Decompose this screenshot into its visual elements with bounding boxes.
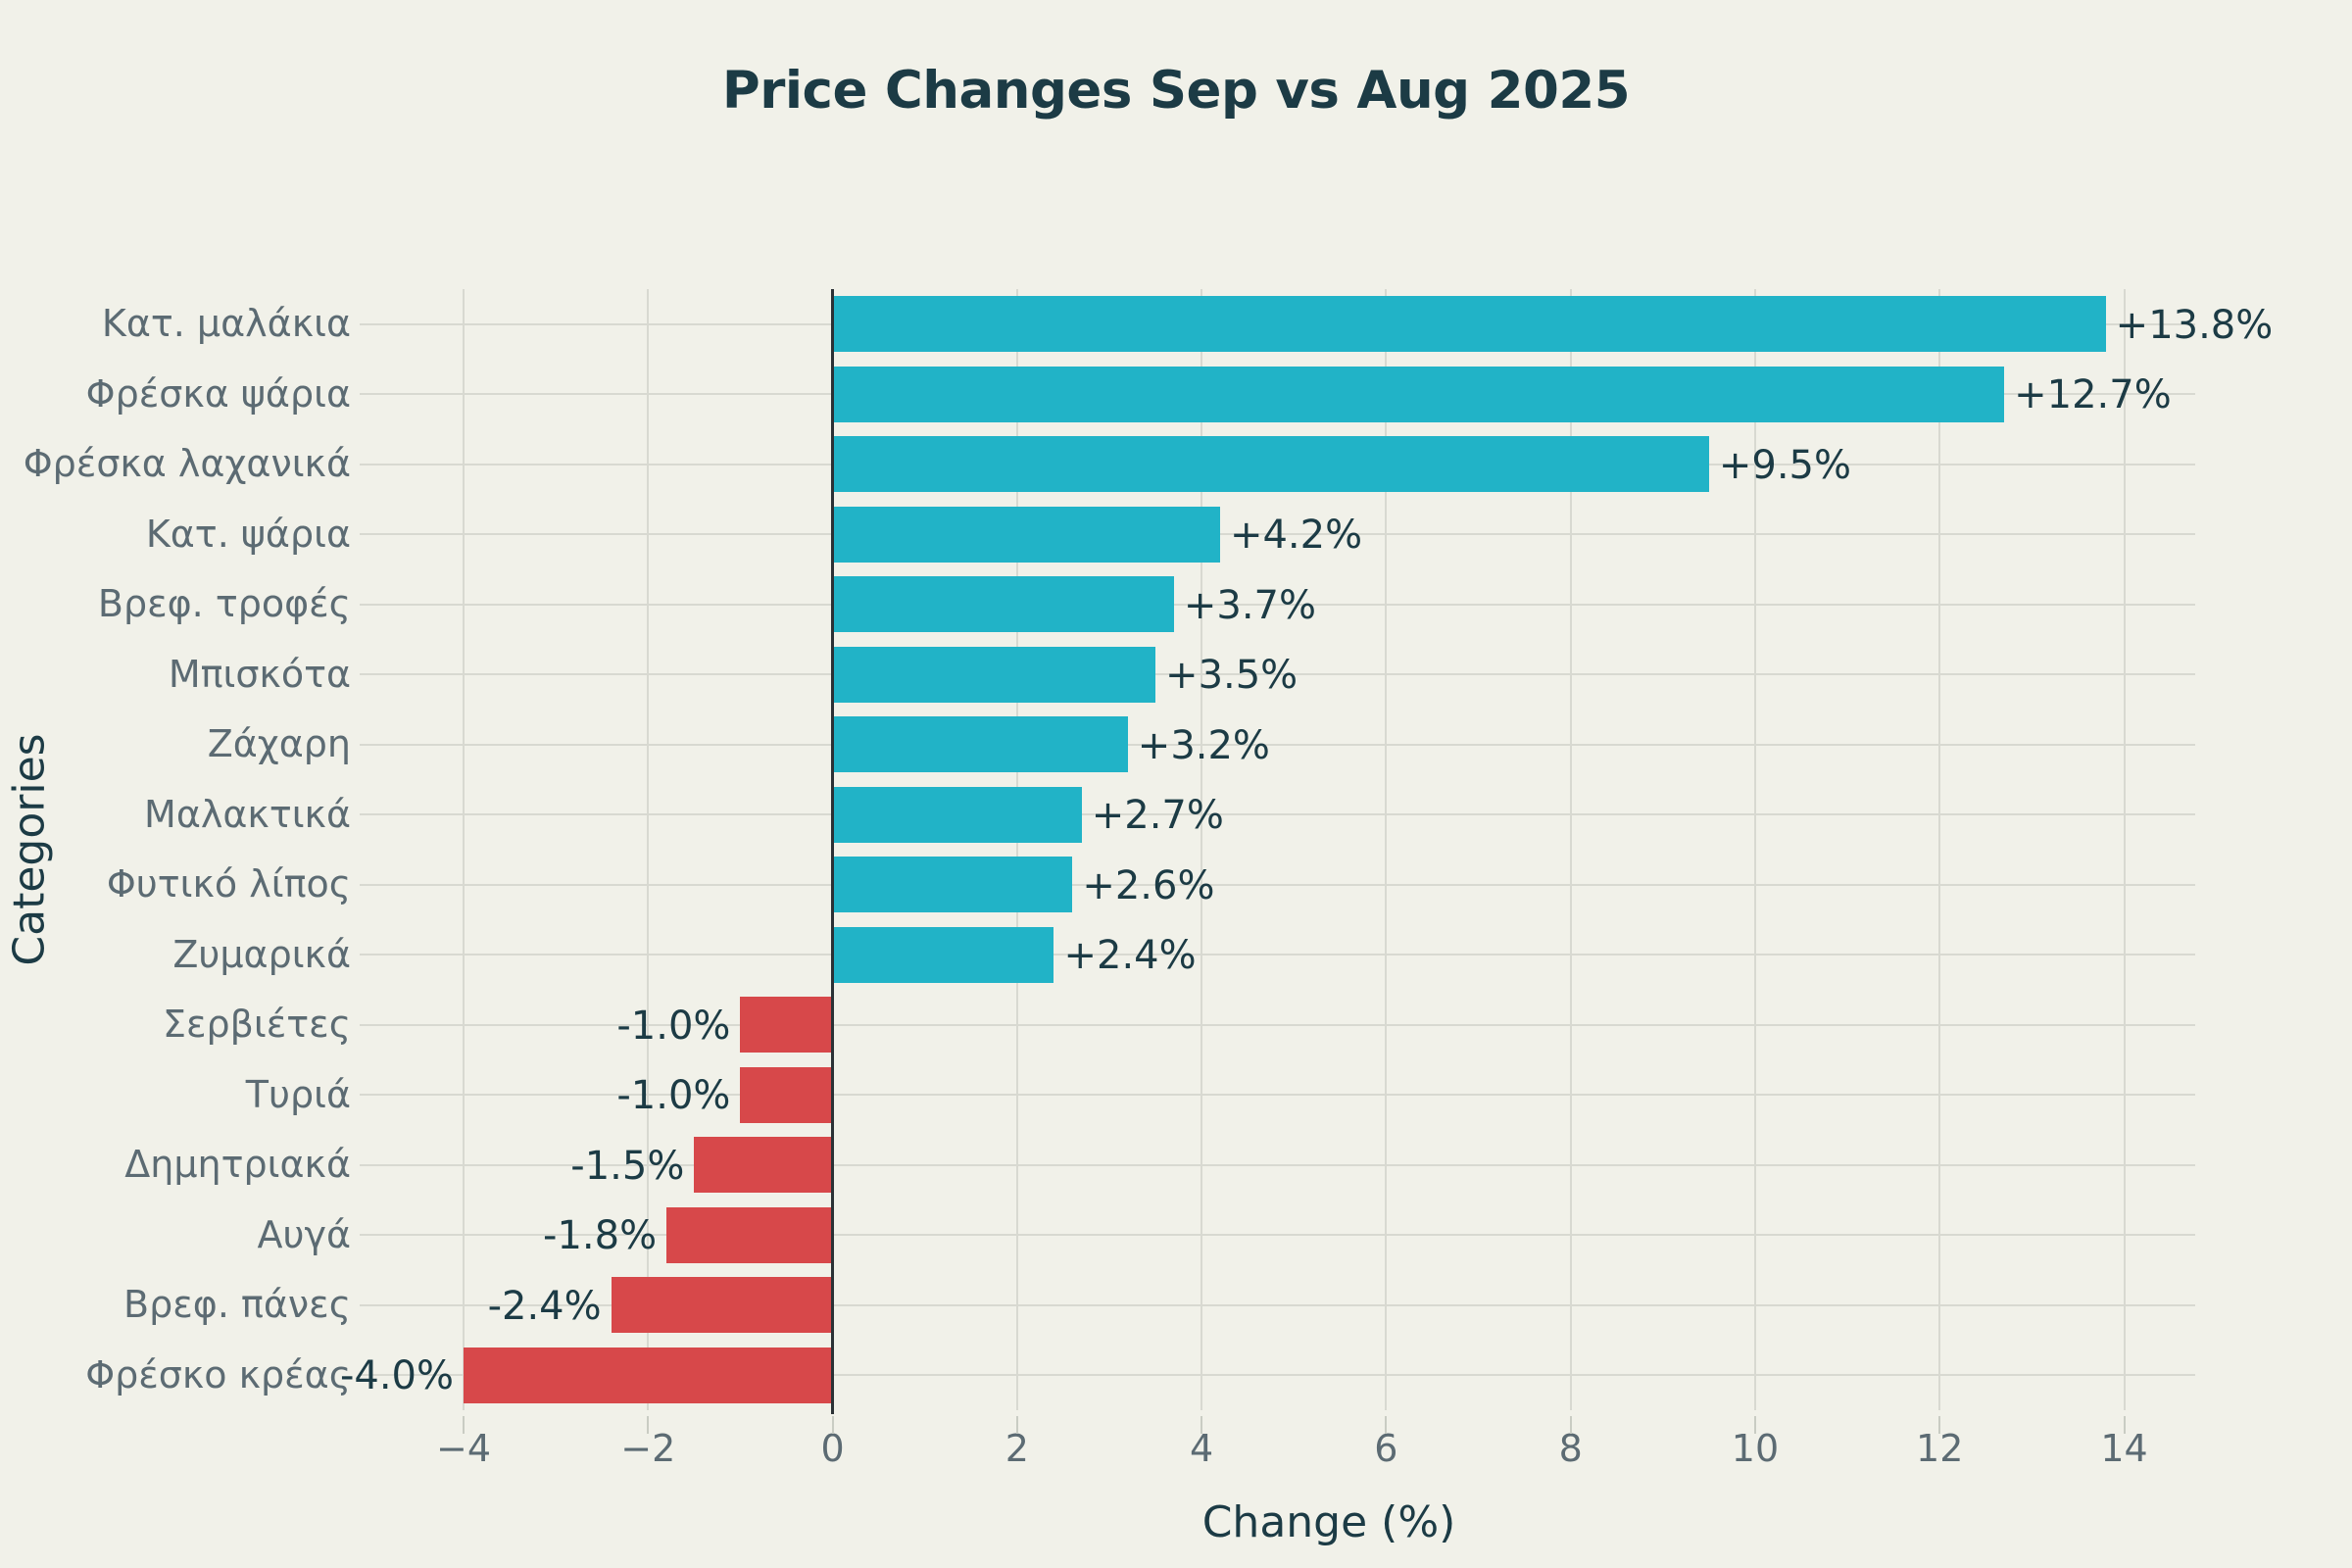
x-tick-label: 2 xyxy=(1004,1427,1029,1470)
bar xyxy=(740,997,833,1054)
category-label: Σερβιέτες xyxy=(162,1003,351,1046)
x-tick-mark xyxy=(463,1416,465,1434)
bar xyxy=(832,926,1054,983)
bar-value-label: +13.8% xyxy=(2115,302,2274,348)
x-tick-mark xyxy=(2123,1416,2126,1434)
x-tick-mark xyxy=(1385,1416,1388,1434)
x-axis-title: Change (%) xyxy=(1201,1497,1456,1547)
x-tick-label: 10 xyxy=(1731,1427,1780,1470)
x-tick-mark xyxy=(1753,1416,1756,1434)
y-gridline xyxy=(360,954,2195,956)
y-gridline xyxy=(360,533,2195,536)
bar-value-label: +2.4% xyxy=(1063,933,1197,979)
zero-axis-line xyxy=(831,289,835,1414)
category-label: Φρέσκα ψάρια xyxy=(85,371,351,416)
y-gridline xyxy=(360,743,2195,746)
x-tick-label: −4 xyxy=(435,1427,492,1470)
y-gridline xyxy=(360,1163,2195,1166)
x-tick-label: 12 xyxy=(1916,1427,1964,1470)
bar xyxy=(832,786,1082,843)
category-label: Βρεφ. πάνες xyxy=(123,1283,351,1326)
bar xyxy=(832,576,1174,633)
bar-value-label: +3.7% xyxy=(1183,582,1316,628)
x-tick-label: 4 xyxy=(1190,1427,1214,1470)
x-gridline xyxy=(1938,289,1941,1410)
bar xyxy=(666,1206,833,1263)
bar-value-label: +4.2% xyxy=(1229,513,1363,559)
bar-value-label: -2.4% xyxy=(487,1283,602,1329)
bar-value-label: +2.6% xyxy=(1082,862,1215,908)
x-tick-label: 0 xyxy=(820,1427,845,1470)
category-label: Φρέσκα λαχανικά xyxy=(23,442,351,485)
y-gridline xyxy=(360,1374,2195,1377)
bar xyxy=(464,1347,833,1403)
category-label: Ζάχαρη xyxy=(207,722,351,765)
bar-value-label: +9.5% xyxy=(1718,442,1852,488)
bar xyxy=(832,506,1220,563)
bar-value-label: -1.0% xyxy=(616,1003,731,1049)
bar xyxy=(832,296,2106,353)
bar xyxy=(832,366,2005,422)
bar-value-label: +2.7% xyxy=(1091,793,1224,839)
x-gridline xyxy=(1569,289,1572,1410)
x-tick-label: 6 xyxy=(1374,1427,1398,1470)
chart-title: Price Changes Sep vs Aug 2025 xyxy=(721,61,1631,121)
x-tick-mark xyxy=(647,1416,650,1434)
y-gridline xyxy=(360,1303,2195,1306)
x-gridline xyxy=(2123,289,2126,1410)
y-gridline xyxy=(360,813,2195,816)
x-tick-mark xyxy=(1938,1416,1941,1434)
bar-value-label: -4.0% xyxy=(339,1353,454,1399)
bar xyxy=(832,646,1156,703)
category-label: Τυριά xyxy=(245,1072,351,1116)
bar-value-label: +3.2% xyxy=(1137,722,1270,768)
x-tick-label: −2 xyxy=(620,1427,676,1470)
bar xyxy=(694,1137,833,1194)
x-gridline xyxy=(1385,289,1388,1410)
y-gridline xyxy=(360,1094,2195,1097)
category-label: Κατ. μαλάκια xyxy=(101,302,351,345)
category-label: Κατ. ψάρια xyxy=(145,512,351,556)
x-gridline xyxy=(1015,289,1018,1410)
bar xyxy=(832,857,1073,913)
plot-area: +13.8% +12.7% +9.5% +4.2% +3.7% +3.5% +3.2% +2.… xyxy=(340,289,2273,1434)
bar xyxy=(740,1066,833,1123)
x-tick-mark xyxy=(1015,1416,1018,1434)
x-tick-mark xyxy=(1569,1416,1572,1434)
category-label: Μπισκότα xyxy=(168,652,351,696)
y-gridline xyxy=(360,1234,2195,1237)
bar xyxy=(832,436,1709,493)
x-tick-label: 14 xyxy=(2100,1427,2148,1470)
category-label: Ζυμαρικά xyxy=(172,932,351,976)
x-gridline xyxy=(463,289,465,1410)
bar-value-label: -1.0% xyxy=(616,1073,731,1119)
x-gridline xyxy=(1753,289,1756,1410)
y-gridline xyxy=(360,1023,2195,1026)
bar-value-label: -1.8% xyxy=(543,1213,658,1259)
bar xyxy=(611,1277,833,1334)
category-label: Βρεφ. τροφές xyxy=(97,582,351,625)
x-tick-mark xyxy=(1200,1416,1203,1434)
category-label: Δημητριακά xyxy=(124,1143,351,1186)
bar-value-label: -1.5% xyxy=(570,1143,685,1189)
y-gridline xyxy=(360,603,2195,606)
category-label: Αυγά xyxy=(257,1212,351,1256)
x-tick-label: 8 xyxy=(1558,1427,1583,1470)
bar-value-label: +12.7% xyxy=(2014,372,2172,418)
x-gridline xyxy=(647,289,650,1410)
bar xyxy=(832,716,1128,773)
x-tick-mark xyxy=(831,1416,834,1434)
bar-value-label: +3.5% xyxy=(1165,653,1298,699)
category-label: Μαλακτικά xyxy=(144,792,351,836)
y-gridline xyxy=(360,673,2195,676)
category-label: Φρέσκο κρέας xyxy=(85,1352,351,1396)
x-gridline xyxy=(1200,289,1203,1410)
y-gridline xyxy=(360,883,2195,886)
category-label: Φυτικό λίπος xyxy=(106,862,351,906)
